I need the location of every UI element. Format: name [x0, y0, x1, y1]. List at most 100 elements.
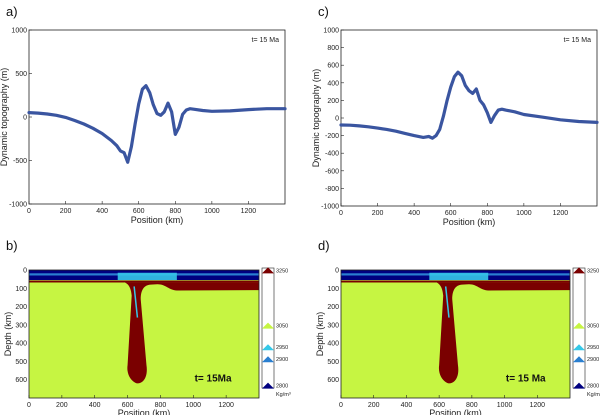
lithosphere-slab [341, 280, 570, 384]
colorbar-swatch [573, 322, 585, 329]
x-tick-label: 200 [368, 402, 380, 409]
y-tick-label: 0 [335, 268, 339, 275]
colorbar-swatch [262, 322, 274, 329]
topography-series-line [27, 84, 287, 164]
y-tick-label: -200 [325, 133, 339, 140]
y-tick-label: 100 [15, 286, 27, 293]
plot-frame [28, 29, 286, 205]
y-tick-label: 400 [327, 80, 339, 87]
colorbar-swatch [573, 344, 585, 351]
colorbar-swatch [573, 267, 585, 274]
y-tick-label: -500 [13, 158, 27, 165]
y-tick-label: -600 [325, 168, 339, 175]
x-tick-label: 1200 [241, 208, 257, 215]
slab-interface [133, 286, 139, 318]
y-tick-label: 0 [335, 116, 339, 123]
y-tick-label: 1000 [11, 28, 27, 35]
x-tick-label: 200 [60, 208, 72, 215]
sediment-wedge [117, 272, 177, 281]
colorbar-tick-label: 2900 [587, 357, 599, 363]
y-tick-label: -1000 [321, 204, 339, 211]
topography-plot-a: 0 200 400 600 800 1000 1200 -1000 -500 0 500 1000 t=… [0, 28, 287, 225]
x-tick-label: 800 [481, 210, 493, 217]
y-tick-label: 400 [327, 341, 339, 348]
density-section-d: 0 200 400 600 800 1000 1200 0 100 200 300 400 500 600… [315, 267, 600, 415]
x-tick-label: 0 [27, 208, 31, 215]
lithosphere-top [341, 280, 570, 283]
topography-plot-c: 0 200 400 600 800 1000 1200 -1000 -800 -600 -400 -2… [311, 28, 599, 227]
y-tick-label: 600 [327, 377, 339, 384]
x-tick-label: 400 [408, 210, 420, 217]
y-tick-label: 800 [327, 45, 339, 52]
density-section-b: 0 200 400 600 800 1000 1200 0 100 200 300 400 500 600… [3, 267, 291, 415]
x-tick-label: 200 [56, 402, 68, 409]
x-tick-label: 0 [339, 210, 343, 217]
x-tick-label: 1200 [529, 402, 545, 409]
x-tick-label: 200 [372, 210, 384, 217]
x-tick-label: 400 [401, 402, 413, 409]
colorbar-tick-label: 3250 [587, 268, 599, 274]
x-tick-label: 1000 [185, 402, 201, 409]
y-tick-label: 0 [23, 268, 27, 275]
time-annotation: t= 15 Ma [564, 37, 592, 44]
y-tick-label: 500 [15, 359, 27, 366]
colorbar-tick-label: 3050 [587, 324, 599, 330]
colorbar-unit: Kg/m³ [276, 392, 291, 398]
x-axis-label: Position (km) [443, 217, 496, 227]
x-tick-label: 1200 [218, 402, 234, 409]
colorbar-tick-label: 2900 [276, 357, 288, 363]
colorbar-tick-label: 2950 [587, 345, 599, 351]
colorbar-swatch [573, 382, 585, 389]
y-tick-label: -400 [325, 151, 339, 158]
colorbar-tick-label: 3050 [276, 324, 288, 330]
x-tick-label: 1000 [516, 210, 532, 217]
y-tick-label: 1000 [323, 28, 339, 35]
x-tick-label: 600 [433, 402, 445, 409]
x-tick-label: 1200 [553, 210, 569, 217]
x-tick-label: 800 [169, 208, 181, 215]
y-tick-label: 200 [15, 304, 27, 311]
lithosphere-slab [29, 280, 259, 384]
x-axis-label: Position (km) [429, 408, 482, 415]
time-annotation: t= 15 Ma [506, 374, 546, 385]
panel-label-b: b) [6, 238, 18, 253]
y-tick-label: 500 [15, 71, 27, 78]
y-tick-label: 600 [15, 377, 27, 384]
colorbar-unit: Kg/m³ [587, 392, 600, 398]
colorbar-swatch [573, 356, 585, 363]
x-tick-label: 0 [27, 402, 31, 409]
y-tick-label: 200 [327, 98, 339, 105]
y-tick-label: -1000 [9, 202, 27, 209]
panel-label-d: d) [318, 238, 330, 253]
sediment-wedge [429, 272, 489, 281]
x-tick-label: 800 [466, 402, 478, 409]
plot-frame [28, 269, 260, 399]
x-tick-label: 600 [133, 208, 145, 215]
colorbar-tick-label: 2950 [276, 345, 288, 351]
slab-interface [444, 286, 450, 318]
y-tick-label: 600 [327, 63, 339, 70]
y-tick-label: 500 [327, 359, 339, 366]
colorbar-swatch [262, 267, 274, 274]
topography-series-line [339, 70, 599, 140]
panel-label-c: c) [318, 4, 329, 19]
x-axis-label: Position (km) [118, 408, 171, 415]
x-tick-label: 1000 [497, 402, 513, 409]
y-axis-label: Dynamic topography (m) [311, 69, 321, 168]
lithosphere-top [29, 280, 259, 283]
y-tick-label: 0 [23, 115, 27, 122]
colorbar-swatch [262, 382, 274, 389]
x-tick-label: 800 [155, 402, 167, 409]
y-tick-label: -800 [325, 186, 339, 193]
colorbar-tick-label: 3250 [276, 268, 288, 274]
x-tick-label: 0 [339, 402, 343, 409]
time-annotation: t= 15Ma [195, 374, 232, 385]
colorbar-tick-label: 2800 [587, 384, 599, 390]
y-tick-label: 100 [327, 286, 339, 293]
x-tick-label: 1000 [204, 208, 220, 215]
time-annotation: t= 15 Ma [252, 37, 280, 44]
y-axis-label: Dynamic topography (m) [0, 68, 9, 167]
x-tick-label: 600 [445, 210, 457, 217]
colorbar-swatch [262, 344, 274, 351]
y-tick-label: 400 [15, 341, 27, 348]
